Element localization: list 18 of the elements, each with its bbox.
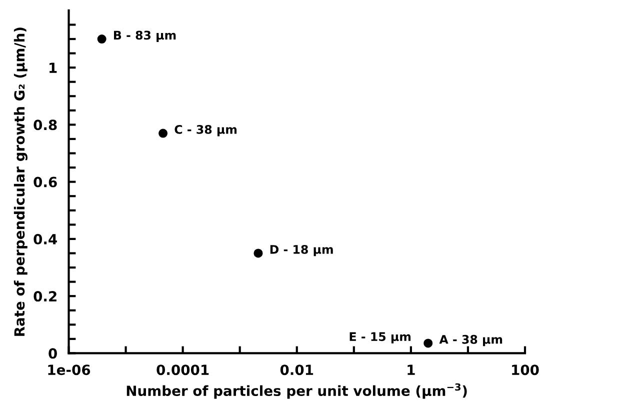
x-tick-label: 100 (512, 364, 539, 376)
y-axis-title: Rate of perpendicular growth G₂ (µm/h) (14, 28, 28, 336)
annotation: E - 15 µm (350, 332, 411, 344)
annotation: C - 38 µm (174, 124, 237, 136)
y-tick-label: 0.6 (34, 176, 57, 188)
x-tick-label: 1e-06 (48, 364, 90, 376)
x-tick-label: 0.01 (280, 364, 314, 376)
y-tick-label: 0 (48, 348, 57, 359)
x-axis-title: Number of particles per unit volume (µm$^{−3}$) (126, 383, 467, 399)
annotation: D - 18 µm (270, 244, 333, 256)
x-tick-label: 1 (408, 364, 415, 375)
x-tick-label: 0.0001 (156, 364, 209, 376)
annotation: A - 38 µm (439, 334, 502, 346)
y-tick-label: 0.2 (34, 291, 56, 302)
y-tick-label: 0.4 (34, 234, 57, 244)
y-tick-label: 0.8 (34, 120, 57, 130)
y-tick-label: 1 (50, 62, 57, 73)
annotation: B - 83 µm (114, 30, 176, 42)
